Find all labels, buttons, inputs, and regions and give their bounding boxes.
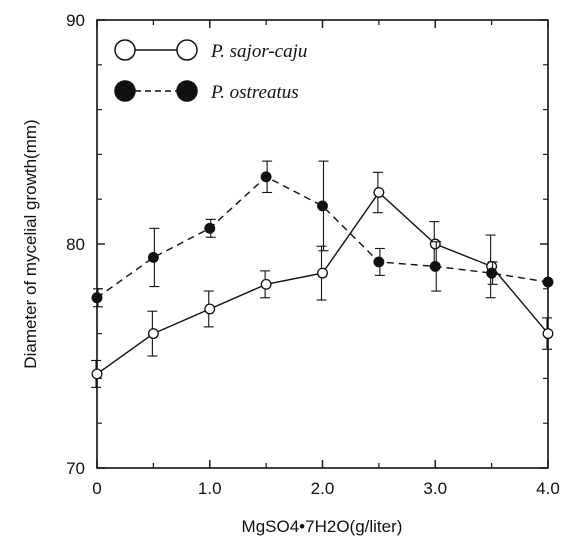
- data-point: [429, 238, 441, 250]
- y-tick-label: 90: [66, 11, 85, 30]
- legend-marker: [176, 80, 198, 102]
- legend-marker: [114, 80, 136, 102]
- data-point: [260, 171, 272, 183]
- data-point: [429, 260, 441, 272]
- x-tick-label: 0: [92, 479, 101, 498]
- data-point: [373, 187, 385, 198]
- x-tick-label: 4.0: [536, 479, 560, 498]
- plot-frame: [96, 19, 549, 469]
- data-point: [373, 256, 385, 268]
- data-point: [317, 200, 328, 212]
- series-line: [96, 175, 549, 299]
- data-point: [542, 328, 554, 340]
- series-layer: [91, 160, 554, 388]
- series-2: [91, 160, 554, 308]
- data-point: [204, 222, 216, 234]
- legend-item-2: P. ostreatus: [114, 80, 299, 103]
- data-point: [91, 368, 103, 380]
- data-point: [147, 251, 159, 263]
- legend-marker: [114, 39, 136, 61]
- x-tick-label: 2.0: [311, 479, 335, 498]
- data-point: [542, 276, 554, 288]
- tick-labels: 0 1.0 2.0 3.0 4.0 70 80 90: [66, 11, 560, 498]
- legend-item-1: P. sajor-caju: [114, 39, 307, 62]
- legend-label: P. sajor-caju: [210, 41, 307, 62]
- tick-marks: [96, 19, 549, 469]
- y-axis-label: Diameter of mycelial growth(mm): [21, 119, 40, 368]
- data-point: [260, 278, 272, 290]
- data-point: [486, 267, 498, 279]
- series-line: [96, 191, 549, 375]
- x-axis-label: MgSO4•7H2O(g/liter): [242, 517, 403, 536]
- data-point: [147, 328, 159, 340]
- y-tick-label: 80: [66, 235, 85, 254]
- data-point: [91, 292, 103, 304]
- series-1: [91, 171, 554, 388]
- data-point: [204, 303, 216, 315]
- x-tick-label: 3.0: [423, 479, 447, 498]
- data-point: [317, 267, 328, 279]
- x-tick-label: 1.0: [198, 479, 222, 498]
- legend: P. sajor-caju P. ostreatus: [114, 39, 307, 103]
- legend-marker: [176, 39, 198, 61]
- legend-label: P. ostreatus: [210, 82, 299, 103]
- y-tick-label: 70: [66, 459, 85, 478]
